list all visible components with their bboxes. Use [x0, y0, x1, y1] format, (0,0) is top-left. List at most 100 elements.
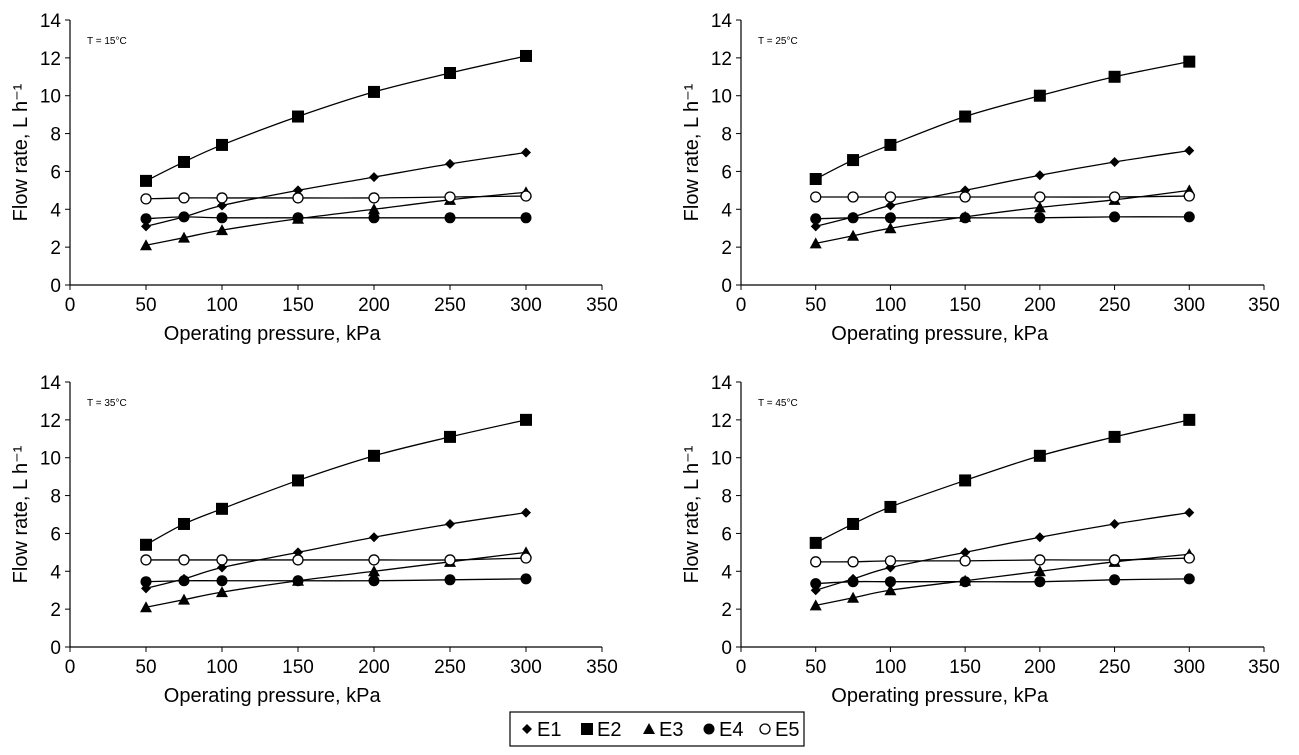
- data-point-E5: [140, 193, 152, 205]
- data-point-E2: [884, 500, 897, 513]
- series-line-E3: [145, 191, 527, 246]
- series-line-E2: [145, 419, 527, 546]
- data-point-E2: [847, 154, 860, 167]
- data-point-E3: [368, 565, 380, 577]
- series-line-E1: [815, 149, 1190, 227]
- legend-marker-E4: [703, 723, 715, 735]
- data-point-E3: [216, 224, 228, 236]
- data-point-E5: [292, 192, 304, 204]
- data-point-E3: [884, 584, 897, 596]
- data-point-E3: [809, 599, 822, 611]
- data-point-E1: [141, 221, 151, 232]
- y-axis-label: Flow rate, L h⁻¹: [681, 445, 703, 583]
- x-tick-label: 150: [282, 657, 314, 678]
- data-point-E5: [216, 554, 228, 566]
- data-point-E2: [1183, 55, 1196, 68]
- data-point-E3: [847, 229, 860, 241]
- y-tick-label: 6: [50, 524, 61, 545]
- y-tick-label: 8: [721, 125, 732, 146]
- data-point-E4: [810, 213, 822, 225]
- y-tick-label: 8: [50, 487, 61, 508]
- x-tick-label: 300: [1173, 657, 1205, 678]
- x-tick-label: 350: [1248, 657, 1280, 678]
- data-point-E4: [884, 212, 896, 224]
- data-point-E2: [368, 449, 380, 462]
- data-point-E2: [1108, 70, 1121, 83]
- y-tick-label: 4: [50, 562, 61, 583]
- data-point-E2: [1183, 413, 1196, 426]
- data-point-E5: [810, 191, 822, 203]
- x-axis-label: Operating pressure, kPa: [831, 685, 1049, 707]
- data-point-E1: [293, 547, 303, 558]
- data-point-E4: [1183, 211, 1195, 223]
- y-tick-label: 6: [721, 162, 732, 183]
- series-line-E1: [815, 511, 1190, 591]
- legend-box: [509, 711, 805, 747]
- series-line-E4: [145, 578, 527, 583]
- x-tick-label: 0: [736, 295, 747, 316]
- series-line-E2: [815, 419, 1190, 544]
- legend-marker-E3: [643, 723, 655, 734]
- y-tick-label: 0: [721, 276, 732, 297]
- data-point-E2: [809, 173, 822, 185]
- series-line-E4: [815, 578, 1190, 585]
- legend-marker-E5: [759, 723, 771, 735]
- data-point-E4: [959, 212, 971, 224]
- data-point-E5: [368, 554, 380, 566]
- data-point-E1: [521, 147, 531, 158]
- data-point-E5: [216, 192, 228, 204]
- data-point-E3: [178, 593, 190, 605]
- data-point-E4: [292, 575, 304, 587]
- x-tick-label: 250: [1099, 295, 1131, 316]
- x-tick-label: 300: [510, 295, 542, 316]
- x-tick-label: 100: [875, 657, 907, 678]
- x-tick-label: 150: [949, 295, 981, 316]
- chart-panel-2: 0 2 4 6 8 10 12 14 0 50 100 150 200 250 300 350 Operatin…: [681, 11, 1280, 345]
- x-axis-label: Operating pressure, kPa: [164, 685, 382, 707]
- data-point-E5: [1034, 191, 1046, 203]
- data-point-E5: [959, 555, 971, 567]
- data-point-E5: [1183, 190, 1195, 202]
- series-line-E5: [815, 195, 1190, 198]
- series-line-E4: [145, 216, 526, 220]
- data-point-E5: [884, 191, 897, 203]
- data-point-E2: [444, 67, 456, 79]
- legend-label-E1: E1: [537, 719, 561, 741]
- y-tick-label: 14: [711, 11, 733, 32]
- data-point-E2: [1108, 430, 1121, 443]
- data-point-E4: [1109, 574, 1121, 586]
- y-tick-label: 12: [711, 49, 732, 70]
- y-tick-label: 8: [721, 487, 732, 508]
- y-tick-label: 0: [721, 638, 732, 659]
- series-line-E5: [145, 557, 527, 561]
- legend-marker-E1: [522, 724, 532, 734]
- data-point-E2: [809, 536, 822, 549]
- x-tick-label: 250: [434, 295, 466, 316]
- series-line-E1: [145, 511, 527, 589]
- data-point-E1: [445, 518, 455, 529]
- y-tick-label: 0: [50, 276, 61, 297]
- y-axis-label: Flow rate, L h⁻¹: [10, 445, 32, 583]
- x-tick-label: 350: [586, 657, 618, 678]
- data-point-E4: [444, 574, 456, 586]
- legend: E1 E2 E3 E4 E5: [509, 711, 805, 747]
- data-point-E4: [178, 211, 190, 223]
- y-tick-label: 14: [40, 11, 62, 32]
- data-point-E1: [217, 200, 227, 211]
- data-point-E4: [368, 575, 380, 587]
- x-tick-label: 50: [805, 295, 826, 316]
- data-point-E4: [847, 576, 859, 588]
- data-point-E2: [444, 430, 456, 443]
- data-point-E4: [1109, 211, 1121, 223]
- data-point-E4: [1183, 573, 1195, 585]
- x-tick-label: 250: [434, 657, 466, 678]
- data-point-E1: [445, 158, 455, 169]
- data-point-E1: [217, 562, 227, 573]
- data-point-E5: [959, 191, 971, 203]
- data-point-E4: [810, 578, 822, 590]
- x-tick-label: 50: [805, 657, 826, 678]
- data-point-E2: [178, 155, 190, 168]
- data-point-E5: [178, 554, 190, 566]
